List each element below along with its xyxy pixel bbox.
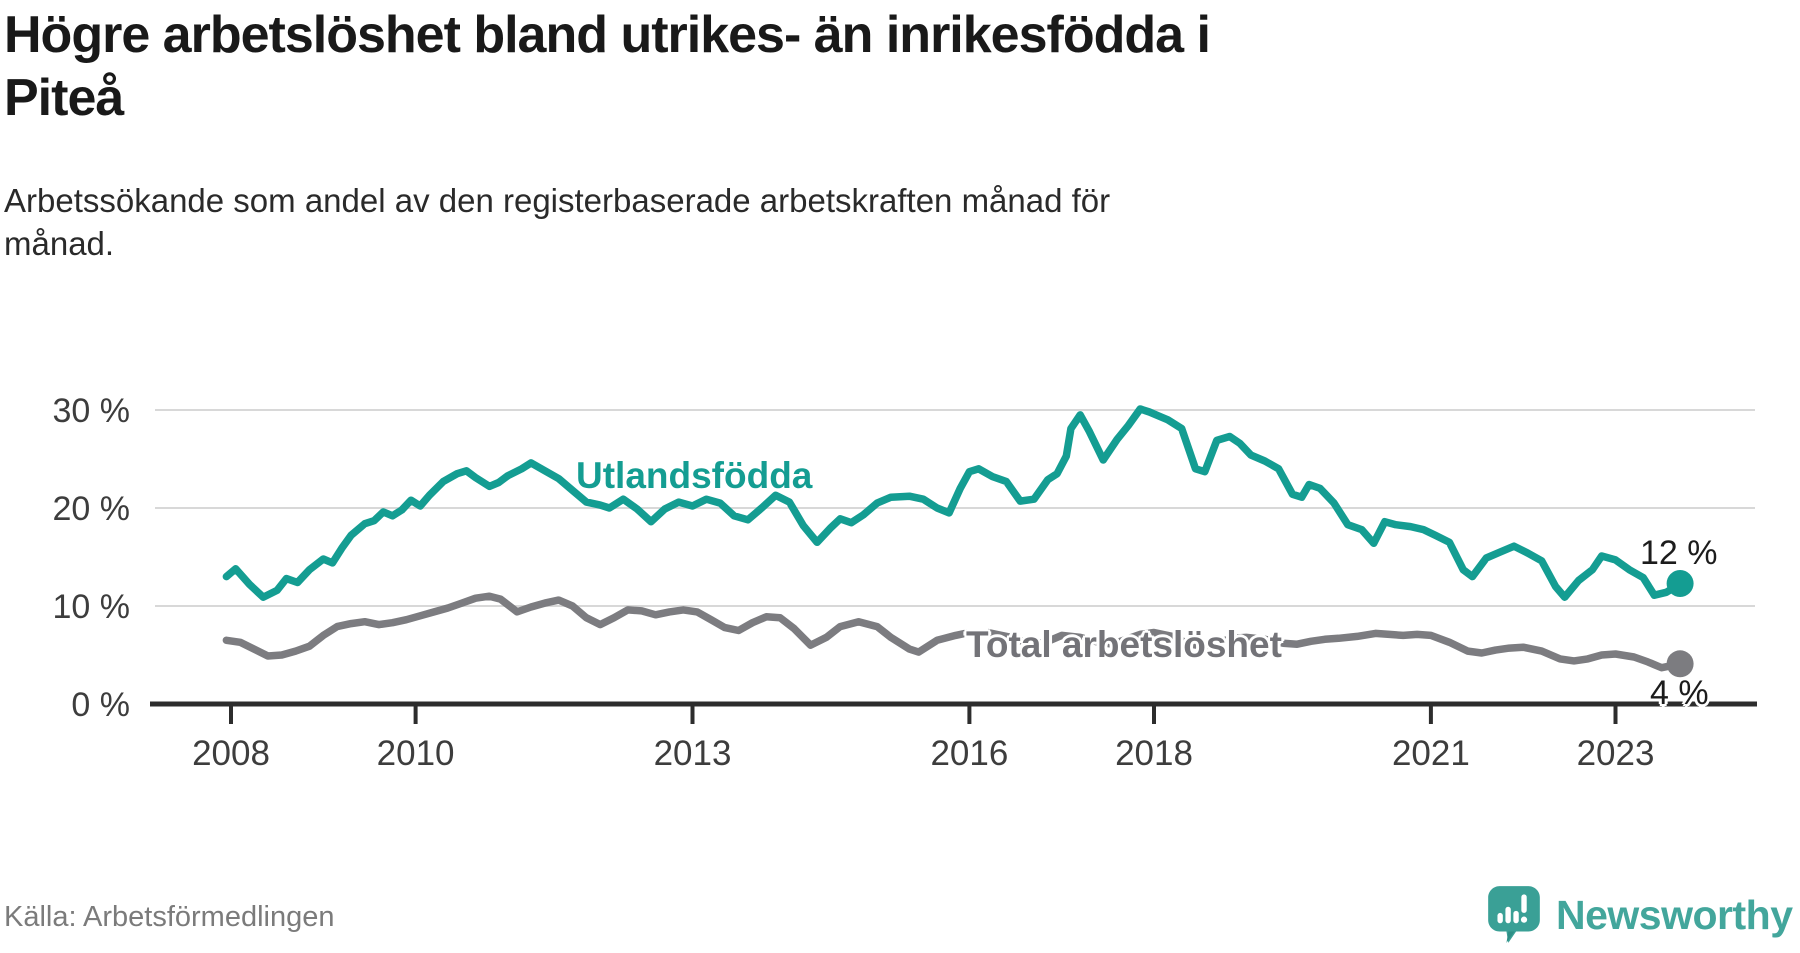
series-label-utlandsfodda: Utlandsfödda [576, 455, 813, 496]
series-line-0 [222, 405, 1684, 601]
newsworthy-logo-text: Newsworthy [1556, 891, 1793, 938]
source-note: Källa: Arbetsförmedlingen [4, 901, 335, 933]
x-tick-label: 2010 [377, 734, 455, 773]
x-tick-label: 2008 [192, 734, 270, 773]
end-value-label-total-arbetsloshet: 4 % [1650, 674, 1709, 712]
end-value-label-utlandsfodda: 12 % [1640, 534, 1718, 572]
x-tick-label: 2013 [654, 734, 732, 773]
series-line-1 [222, 592, 1684, 672]
x-tick-label: 2018 [1115, 734, 1193, 773]
y-tick-label: 30 % [53, 392, 131, 430]
series-label-total-arbetsloshet: Total arbetslöshet [966, 624, 1282, 665]
newsworthy-logo-icon [1488, 886, 1540, 943]
y-tick-label: 10 % [53, 588, 131, 626]
page-subtitle: Arbetssökande som andel av den registerb… [4, 182, 1111, 262]
x-tick-label: 2016 [930, 734, 1008, 773]
x-tick-label: 2021 [1392, 734, 1470, 773]
series-end-dot-1 [1666, 650, 1694, 678]
y-tick-label: 20 % [53, 490, 131, 528]
series-end-dot-0 [1666, 570, 1694, 597]
newsworthy-logo[interactable]: Newsworthy [1486, 884, 1793, 946]
x-tick-label: 2023 [1577, 734, 1655, 773]
page-title: Högre arbetslöshet bland utrikes- än inr… [4, 6, 1211, 128]
y-tick-label: 0 % [71, 686, 130, 724]
